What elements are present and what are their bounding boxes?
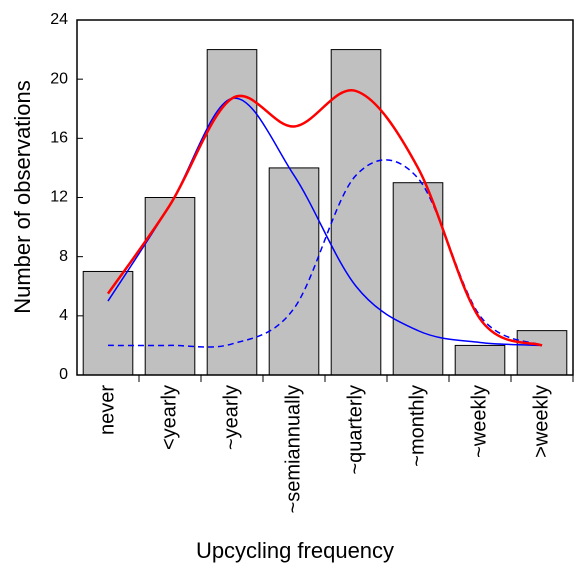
fit-curve: [106, 89, 543, 347]
bar: [330, 49, 382, 376]
x-tick-label: >weekly: [530, 385, 552, 458]
y-tick-label: 8: [59, 248, 68, 265]
y-tick-label: 12: [50, 189, 68, 206]
x-tick-label: ~weekly: [468, 385, 490, 458]
x-tick-label: never: [96, 385, 118, 435]
y-tick-label: 0: [59, 366, 68, 383]
y-tick-label: 24: [50, 11, 68, 28]
plot-frame: [76, 19, 574, 376]
bar: [454, 344, 506, 376]
y-tick-label: 20: [50, 70, 68, 87]
x-tick-label: ~monthly: [406, 385, 428, 467]
x-axis-title: Upcycling frequency: [196, 538, 394, 563]
bar: [392, 182, 444, 376]
x-tick-label: <yearly: [158, 385, 180, 450]
bar: [206, 49, 258, 376]
x-tick-label: ~quarterly: [344, 385, 366, 475]
x-tick-label: ~yearly: [220, 385, 242, 450]
y-tick-label: 16: [50, 130, 68, 147]
bar: [144, 197, 196, 376]
x-tick-label: ~semiannually: [282, 385, 304, 513]
bar: [516, 330, 568, 376]
fit-curve: [107, 159, 543, 348]
y-tick-label: 4: [59, 307, 68, 324]
bar: [268, 167, 320, 376]
y-axis-title: Number of observations: [10, 80, 35, 314]
bar: [82, 270, 134, 376]
